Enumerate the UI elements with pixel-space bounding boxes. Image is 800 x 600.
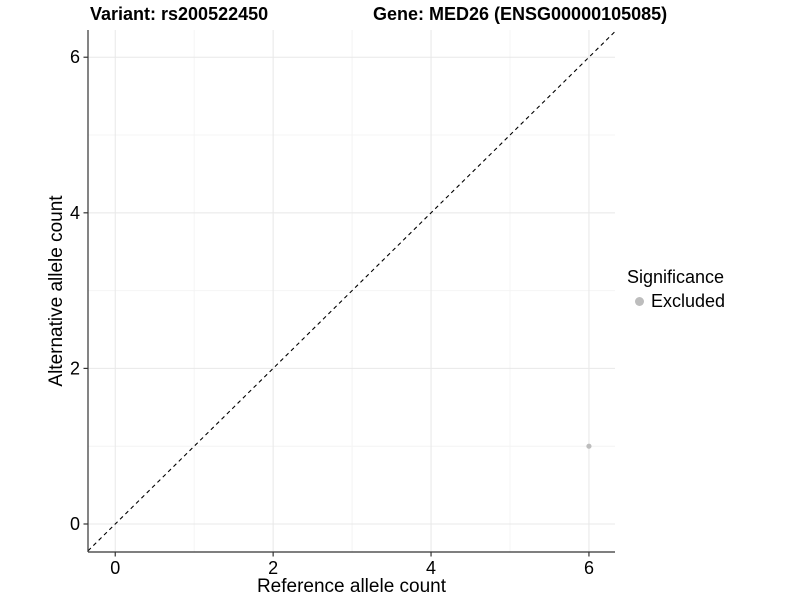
- legend-entry-excluded: Excluded: [627, 291, 725, 311]
- x-tick-label: 2: [268, 558, 278, 578]
- identity-line: [87, 31, 616, 552]
- y-tick-label: 2: [70, 358, 80, 378]
- x-tick-label: 6: [584, 558, 594, 578]
- legend-key: [627, 296, 651, 306]
- legend-title: Significance: [627, 267, 725, 287]
- y-tick-label: 4: [70, 203, 80, 223]
- x-tick-label: 0: [110, 558, 120, 578]
- variant-title: Variant: rs200522450: [90, 4, 269, 24]
- data-point: [586, 443, 592, 449]
- excluded-dot-icon: [634, 296, 644, 306]
- y-tick-label: 6: [70, 47, 80, 67]
- x-tick-label: 4: [426, 558, 436, 578]
- y-axis-title: Alternative allele count: [46, 195, 67, 387]
- y-tick-label: 0: [70, 514, 80, 534]
- legend-entry-label: Excluded: [651, 290, 726, 311]
- legend: Significance Excluded: [627, 266, 725, 311]
- x-axis-title: Reference allele count: [256, 576, 447, 597]
- gene-title: Gene: MED26 (ENSG00000105085): [373, 4, 668, 24]
